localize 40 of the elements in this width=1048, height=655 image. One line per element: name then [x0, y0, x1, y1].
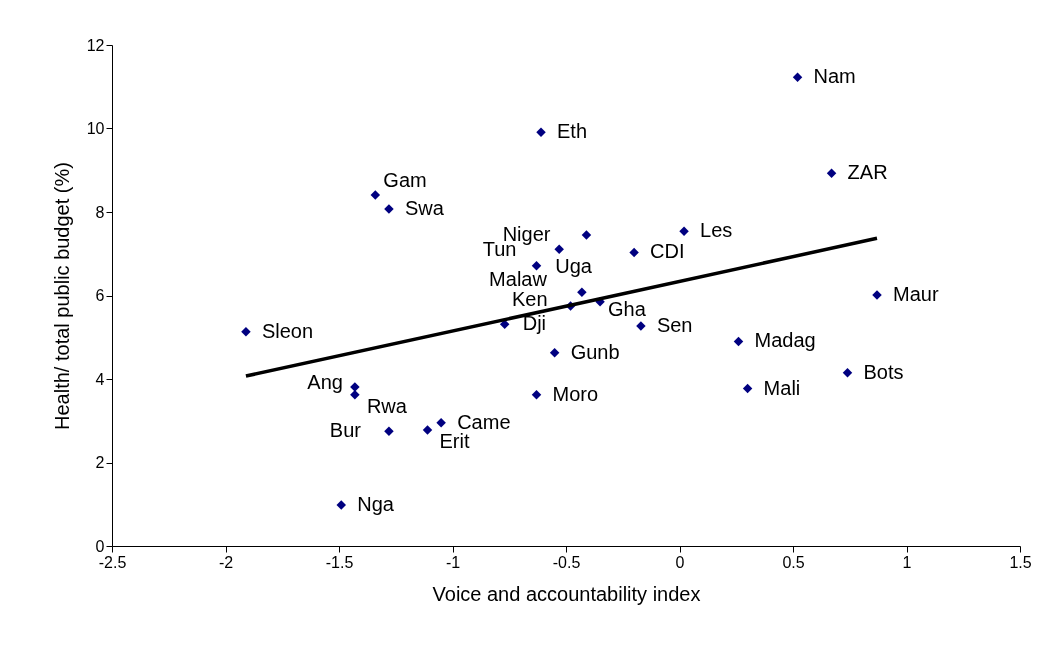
x-tick-label: -2.5 — [98, 553, 127, 571]
x-tick-label: 0.5 — [782, 553, 805, 571]
annotation: Madag — [754, 329, 816, 352]
x-tick-label: 1 — [902, 553, 912, 571]
x-tick-label: -1.5 — [325, 553, 354, 571]
x-tick-label: 1.5 — [1009, 553, 1032, 571]
annotation: Nam — [813, 65, 856, 88]
y-axis-title: Health/ total public budget (%) — [50, 162, 73, 430]
annotation: Nga — [357, 493, 395, 516]
annotation: Sleon — [261, 319, 314, 342]
annotation: Eth — [557, 120, 588, 143]
annotation: Gha — [608, 297, 647, 320]
annotation: Dji — [522, 312, 547, 335]
annotation: Sen — [656, 313, 693, 336]
x-tick-label: 0 — [675, 553, 685, 571]
x-axis-title: Voice and accountability index — [432, 582, 701, 605]
annotation: Mali — [763, 376, 801, 399]
y-tick-label: 12 — [86, 36, 105, 54]
y-tick-label: 4 — [95, 370, 105, 388]
annotation: Uga — [555, 255, 593, 278]
annotation: Maur — [892, 283, 939, 306]
annotation: Bur — [329, 419, 362, 442]
annotation: Gam — [383, 168, 427, 191]
annotation: Ang — [307, 370, 343, 393]
annotation: ZAR — [847, 161, 888, 184]
annotation: Swa — [404, 197, 445, 220]
annotation: Gunb — [570, 340, 620, 363]
x-tick-label: -2 — [218, 553, 234, 571]
x-tick-label: -1 — [445, 553, 461, 571]
x-tick-label: -0.5 — [552, 553, 581, 571]
y-tick-label: 2 — [95, 454, 105, 471]
annotation: Moro — [552, 382, 599, 405]
annotation: Rwa — [366, 394, 408, 417]
annotation: Bots — [863, 360, 904, 383]
y-tick-label: 6 — [95, 287, 105, 304]
annotation: CDI — [650, 240, 685, 263]
annotation: Les — [700, 219, 733, 242]
y-tick-label: 8 — [95, 203, 105, 221]
y-tick-label: 10 — [86, 120, 105, 137]
y-tick-label: 0 — [95, 537, 105, 555]
